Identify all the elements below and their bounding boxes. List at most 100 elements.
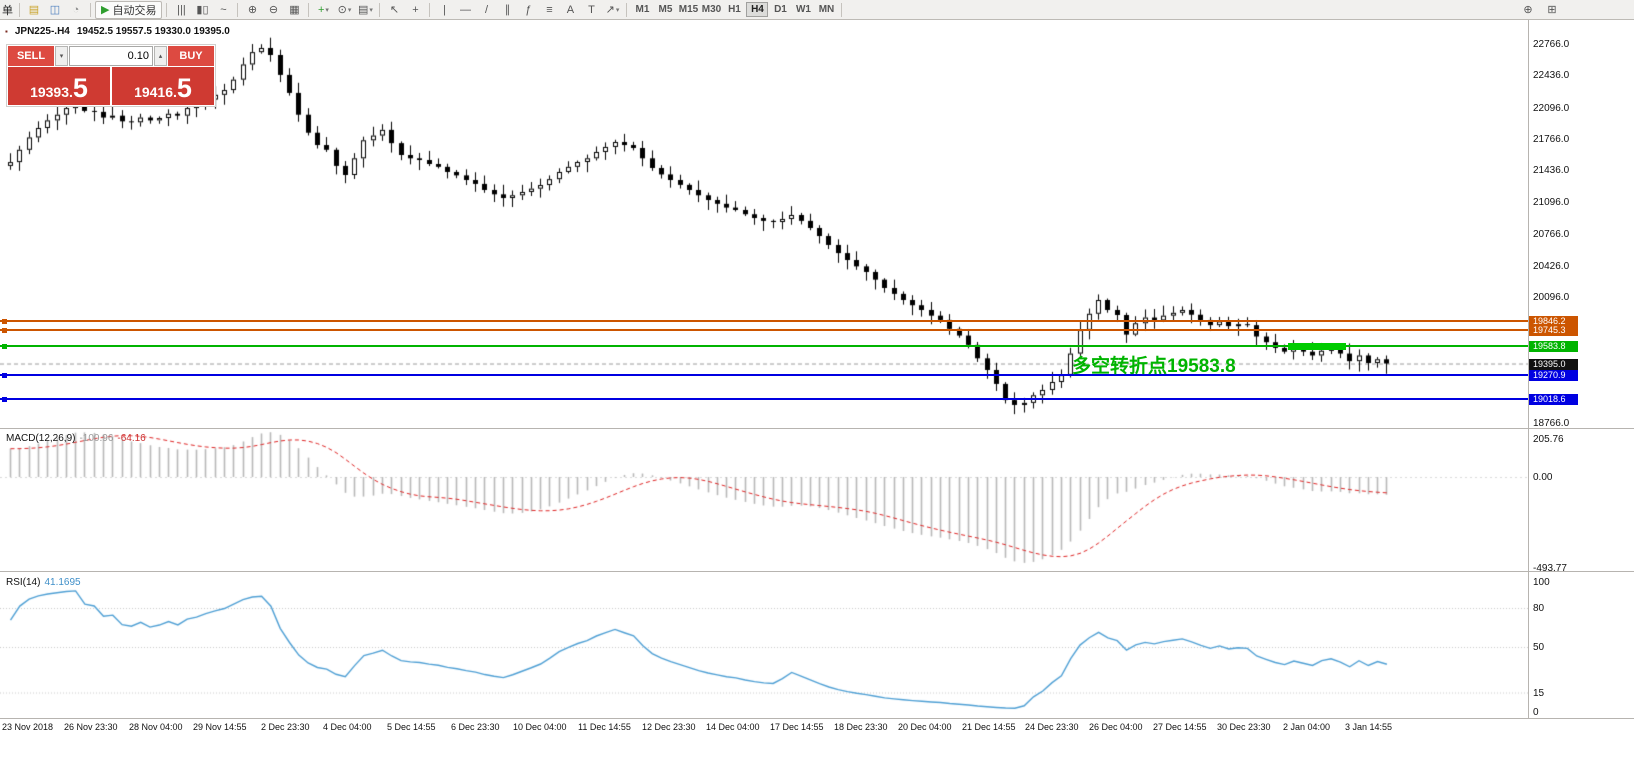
symbol-timeframe: JPN225-.H4	[14, 26, 70, 37]
horizontal-line[interactable]	[0, 398, 1528, 401]
toolbar-separator	[90, 2, 91, 17]
dropdown-arrow-icon: ▾	[615, 6, 620, 14]
price-tick-label: 18766.0	[1533, 418, 1570, 430]
price-tick-label: 22766.0	[1533, 39, 1570, 50]
trendline-icon[interactable]: /	[484, 3, 488, 16]
date-label: 21 Dec 14:55	[962, 722, 1016, 732]
horizontal-line[interactable]	[0, 319, 1528, 322]
buy-button[interactable]: BUY	[168, 46, 214, 66]
timeframe-h1[interactable]: H1	[728, 4, 741, 15]
price-tag: 19018.6	[1529, 394, 1578, 406]
rsi-tick-label: 15	[1533, 687, 1545, 699]
dropdown-arrow-icon: ▾	[347, 6, 352, 14]
new-order-icon[interactable]: ▤	[28, 4, 40, 16]
ohlc-values: 19452.5 19557.5 19330.0 19395.0	[76, 26, 230, 37]
period-menu-icon[interactable]: ⊙ ▾	[337, 4, 352, 16]
vertical-line-icon[interactable]: |	[443, 3, 446, 16]
macd-main-value: -100.96	[79, 433, 114, 444]
buy-price-main: 19416.	[134, 84, 177, 100]
sell-button[interactable]: SELL	[8, 46, 54, 66]
market-watch-icon[interactable]: ◫	[49, 4, 61, 16]
dropdown-arrow-icon: ▾	[325, 6, 329, 14]
timeframe-w1[interactable]: W1	[795, 4, 811, 15]
volume-increase-button[interactable]: ▴	[154, 46, 167, 66]
macd-indicator-chart[interactable]	[0, 429, 1528, 571]
shapes-icon[interactable]: ≡	[546, 3, 553, 16]
timeframe-m1[interactable]: M1	[635, 4, 650, 15]
annotation-text[interactable]: 多空转折点19583.8	[1072, 356, 1236, 377]
zoom-in-icon[interactable]: ⊕	[247, 4, 258, 16]
fibonacci-icon[interactable]: ƒ	[525, 3, 532, 16]
price-tag: 19745.3	[1529, 325, 1578, 337]
crosshair-icon[interactable]: +	[412, 3, 419, 16]
price-tick-label: 21096.0	[1533, 197, 1570, 209]
rsi-name: RSI(14)	[6, 577, 41, 588]
order-button-fragment[interactable]: 单	[2, 4, 13, 17]
timeframe-m30[interactable]: M30	[701, 4, 722, 15]
horizontal-line-icon[interactable]: —	[459, 3, 471, 16]
date-label: 30 Dec 23:30	[1217, 722, 1271, 732]
label-icon[interactable]: T	[588, 3, 595, 16]
volume-input[interactable]	[69, 46, 153, 66]
line-handle[interactable]	[2, 343, 7, 349]
timeframe-m5[interactable]: M5	[658, 4, 673, 15]
line-handle[interactable]	[2, 328, 7, 334]
date-label: 12 Dec 23:30	[642, 722, 696, 732]
highlight-segment[interactable]	[1288, 342, 1346, 350]
line-handle[interactable]	[2, 397, 7, 403]
date-label: 29 Nov 14:55	[193, 722, 247, 732]
cursor-icon[interactable]: ↖	[389, 4, 400, 16]
date-label: 18 Dec 23:30	[834, 722, 888, 732]
horizontal-line[interactable]	[0, 374, 1528, 377]
horizontal-line[interactable]	[0, 329, 1528, 332]
rsi-indicator-chart[interactable]	[0, 572, 1528, 718]
trade-panel-prices: 19393. 5 19416. 5	[8, 67, 214, 105]
rsi-indicator-label: RSI(14) 41.1695	[6, 577, 81, 588]
timeframe-mn[interactable]: MN	[818, 4, 835, 15]
sell-price-display[interactable]: 19393. 5	[8, 67, 110, 105]
price-tag: 19583.8	[1529, 340, 1578, 352]
line-chart-icon[interactable]: ~	[220, 3, 227, 16]
main-price-chart[interactable]	[0, 20, 1528, 428]
toolbar-separator	[308, 2, 310, 17]
timeframe-m15[interactable]: M15	[678, 4, 699, 15]
rsi-tick-label: 80	[1533, 603, 1545, 614]
date-label: 17 Dec 14:55	[770, 722, 824, 732]
date-label: 2 Jan 04:00	[1283, 722, 1331, 732]
date-label: 23 Nov 2018	[2, 722, 54, 732]
autotrading-button-label: 自动交易	[112, 4, 157, 17]
price-tick-label: 21436.0	[1533, 165, 1570, 177]
horizontal-line[interactable]	[0, 344, 1528, 347]
toolbar: 单 ▤ ◫ ◔ ▶ 自动交易 ||| ▮▯ ~ ⊕ ⊖ ▦ + ▾ ⊙ ▾ ▤ ▾ ↖ + | — / ∥ ƒ ≡ A T ↗ ▾ M1 M5…	[0, 0, 1634, 20]
bar-chart-icon[interactable]: |||	[177, 3, 186, 16]
timeframe-d1[interactable]: D1	[774, 4, 787, 15]
toolbar-separator	[429, 2, 431, 17]
new-window-icon[interactable]: ⊞	[1547, 4, 1557, 16]
sell-price-main: 19393.	[30, 84, 73, 100]
time-axis-separator	[0, 718, 1634, 719]
text-icon[interactable]: A	[566, 3, 575, 16]
add-indicator-icon[interactable]: + ▾	[317, 3, 329, 16]
zoom-out-icon[interactable]: ⊖	[268, 4, 279, 16]
navigator-icon[interactable]: ◔	[72, 3, 80, 16]
price-tick-label: 22436.0	[1533, 70, 1570, 82]
channel-icon[interactable]: ∥	[504, 4, 511, 16]
candlestick-chart-icon[interactable]: ▮▯	[196, 4, 209, 16]
arrows-icon[interactable]: ↗ ▾	[605, 4, 620, 16]
date-label: 6 Dec 23:30	[451, 722, 500, 732]
template-icon[interactable]: ▤ ▾	[358, 4, 373, 16]
timeframe-h4[interactable]: H4	[746, 2, 769, 17]
buy-price-display[interactable]: 19416. 5	[112, 67, 214, 105]
line-handle[interactable]	[2, 318, 7, 324]
autotrading-button[interactable]: ▶ 自动交易	[95, 0, 163, 19]
line-handle[interactable]	[2, 373, 7, 379]
volume-decrease-button[interactable]: ▾	[55, 46, 68, 66]
tile-windows-icon[interactable]: ▦	[289, 4, 300, 16]
date-label: 24 Dec 23:30	[1025, 722, 1079, 732]
toolbar-right-group: ⊕ ⊞	[1518, 2, 1562, 18]
panel-separator	[0, 571, 1634, 572]
sell-price-pip: 5	[72, 73, 88, 103]
date-label: 20 Dec 04:00	[898, 722, 952, 732]
toolbar-separator	[166, 2, 168, 17]
zoom-widget-icon[interactable]: ⊕	[1523, 4, 1533, 16]
